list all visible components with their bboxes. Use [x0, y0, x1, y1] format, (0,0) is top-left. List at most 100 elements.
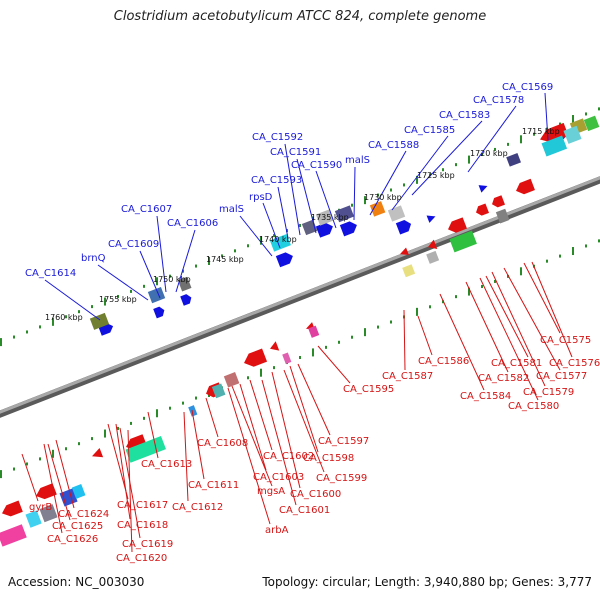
- leader-line: [205, 397, 219, 438]
- tick-mark: [104, 297, 106, 306]
- scale-label: 1750 kbp: [153, 275, 191, 284]
- gene-label: CA_C1612: [172, 502, 223, 513]
- gene-label: CA_C1611: [188, 480, 239, 491]
- leader-line: [156, 215, 167, 293]
- tick-mark: [65, 447, 67, 451]
- leader-line: [139, 250, 161, 299]
- gene-feature-box: [71, 484, 86, 499]
- tick-mark: [13, 335, 15, 339]
- leader-line: [261, 379, 297, 506]
- tick-mark: [507, 142, 509, 146]
- tick-mark: [429, 173, 431, 177]
- tick-mark: [117, 426, 119, 430]
- gene-feature-box: [426, 250, 440, 264]
- gene-arrow: [36, 483, 57, 500]
- gene-label: CA_C1575: [540, 335, 591, 346]
- tick-mark: [533, 132, 535, 136]
- tick-mark: [364, 196, 366, 205]
- tick-mark: [507, 274, 509, 278]
- leader-line: [239, 215, 273, 257]
- gene-label: CA_C1592: [252, 132, 303, 143]
- leader-line: [531, 261, 573, 358]
- tick-mark: [91, 437, 93, 441]
- tick-mark: [520, 267, 522, 276]
- leader-line: [283, 369, 325, 473]
- leader-line: [315, 170, 337, 229]
- tick-mark: [468, 155, 470, 164]
- tick-mark: [156, 277, 158, 286]
- gene-label: CA_C1584: [460, 391, 511, 402]
- leader-line: [115, 423, 131, 520]
- gene-arrow: [400, 247, 409, 255]
- leader-line: [271, 371, 301, 489]
- tick-mark: [247, 376, 249, 380]
- leader-line: [503, 267, 561, 371]
- tick-mark: [52, 449, 54, 458]
- leader-line: [544, 92, 549, 141]
- tick-mark: [234, 249, 236, 253]
- tick-mark: [442, 168, 444, 172]
- gene-feature-box: [188, 405, 198, 417]
- scale-label: 1725 kbp: [417, 171, 455, 180]
- tick-mark: [377, 325, 379, 329]
- gene-arrow: [476, 203, 489, 216]
- gene-label: CA_C1569: [502, 82, 553, 93]
- gene-feature-box: [334, 205, 355, 223]
- scale-label: 1745 kbp: [206, 255, 244, 264]
- gene-label: CA_C1601: [279, 505, 330, 516]
- gene-label: CA_C1597: [318, 436, 369, 447]
- gene-label: brnQ: [81, 253, 106, 264]
- gene-feature-box: [563, 125, 582, 144]
- leader-line: [97, 264, 149, 301]
- gene-label: gyrB: [29, 502, 52, 513]
- leader-line: [239, 383, 267, 471]
- gene-feature-box: [0, 524, 27, 547]
- gene-label: CA_C1582: [478, 373, 529, 384]
- tick-mark: [598, 107, 600, 111]
- leader-line: [467, 105, 517, 173]
- tick-mark: [195, 264, 197, 268]
- tick-mark: [351, 335, 353, 339]
- gene-label: CA_C1586: [418, 356, 469, 367]
- gene-label: CA_C1608: [197, 438, 248, 449]
- gene-label: CA_C1617: [117, 500, 168, 511]
- tick-mark: [182, 401, 184, 405]
- gene-label: CA_C1602: [263, 451, 314, 462]
- gene-label: CA_C1576: [549, 358, 600, 369]
- tick-mark: [65, 315, 67, 319]
- gene-label: CA_C1577: [536, 371, 587, 382]
- tick-mark: [0, 470, 2, 479]
- gene-label: CA_C1618: [117, 520, 168, 531]
- tick-mark: [260, 368, 262, 377]
- leader-line: [289, 365, 319, 453]
- gene-label: CA_C1599: [316, 473, 367, 484]
- tick-mark: [273, 234, 275, 238]
- scale-label: 1740 kbp: [259, 235, 297, 244]
- tick-mark: [455, 295, 457, 299]
- gene-label: CA_C1614: [25, 268, 76, 279]
- gene-label: CA_C1581: [491, 358, 542, 369]
- leader-line: [485, 275, 529, 358]
- gene-label: CA_C1626: [47, 534, 98, 545]
- gene-label: malS: [219, 204, 244, 215]
- gene-feature-box: [506, 153, 521, 167]
- gene-arrow: [395, 220, 412, 235]
- tick-mark: [0, 338, 2, 347]
- leader-line: [523, 262, 561, 334]
- tick-mark: [559, 122, 561, 126]
- tick-mark: [247, 244, 249, 248]
- tick-mark: [351, 203, 353, 207]
- gene-arrow: [92, 447, 104, 458]
- gene-label: CA_C1620: [116, 553, 167, 564]
- tick-mark: [143, 416, 145, 420]
- tick-mark: [130, 289, 132, 293]
- tick-mark: [273, 366, 275, 370]
- gene-label: CA_C1606: [167, 218, 218, 229]
- tick-mark: [195, 396, 197, 400]
- gene-label: CA_C1585: [404, 125, 455, 136]
- gene-feature-box: [147, 286, 166, 304]
- gene-label: mgsA: [257, 486, 285, 497]
- tick-mark: [260, 236, 262, 245]
- tick-mark: [390, 188, 392, 192]
- leader-line: [439, 293, 485, 391]
